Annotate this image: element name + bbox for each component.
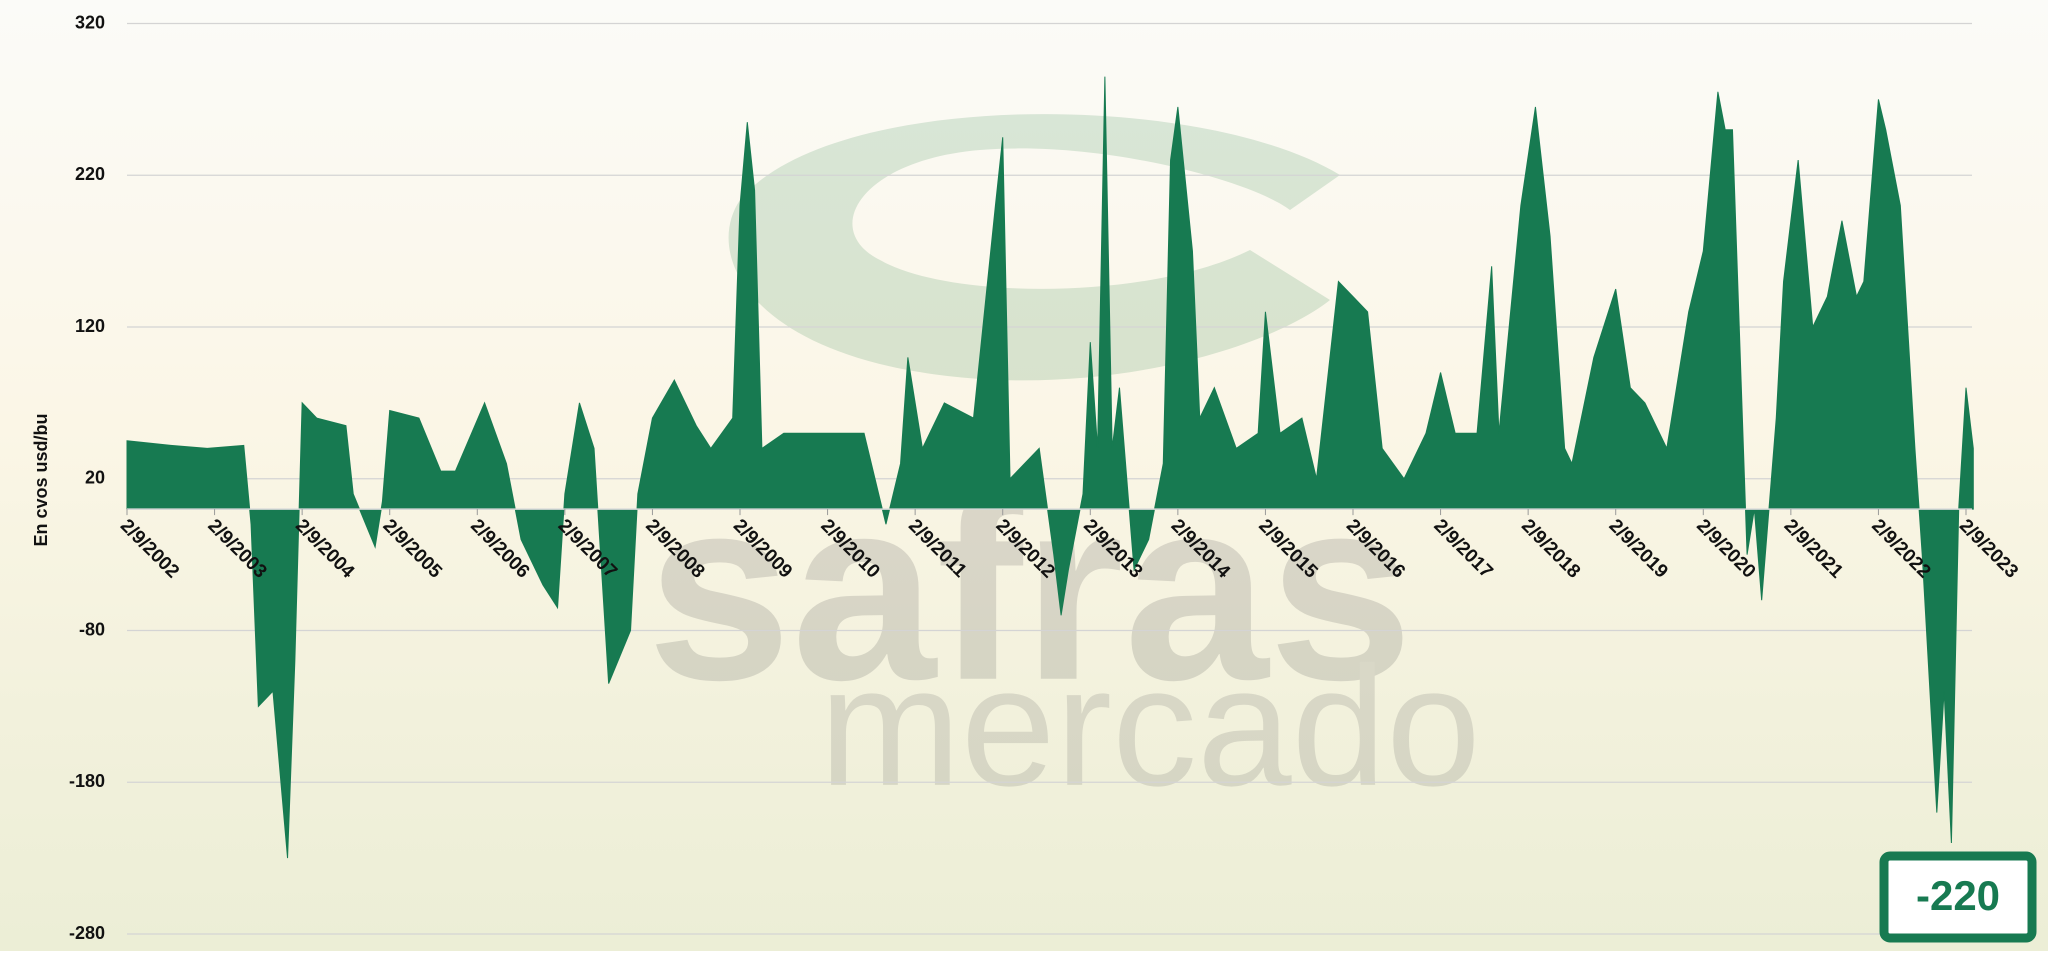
y-tick-label: -80 bbox=[79, 619, 105, 639]
area bbox=[126, 76, 1974, 859]
annotation: -220 bbox=[1916, 872, 2000, 919]
annotation-box: -220 bbox=[1879, 851, 2037, 943]
y-tick-label: -280 bbox=[69, 923, 105, 943]
y-tick-label: 220 bbox=[75, 164, 105, 184]
y-tick-label: 20 bbox=[85, 468, 105, 488]
annotation-frame bbox=[1879, 851, 2037, 943]
y-tick-label: -180 bbox=[69, 771, 105, 791]
y-tick-label: 120 bbox=[75, 316, 105, 336]
y-axis-label: En cvos usd/bu bbox=[31, 413, 51, 546]
y-tick-label: 320 bbox=[75, 12, 105, 32]
watermark-text: mercado bbox=[819, 632, 1480, 822]
